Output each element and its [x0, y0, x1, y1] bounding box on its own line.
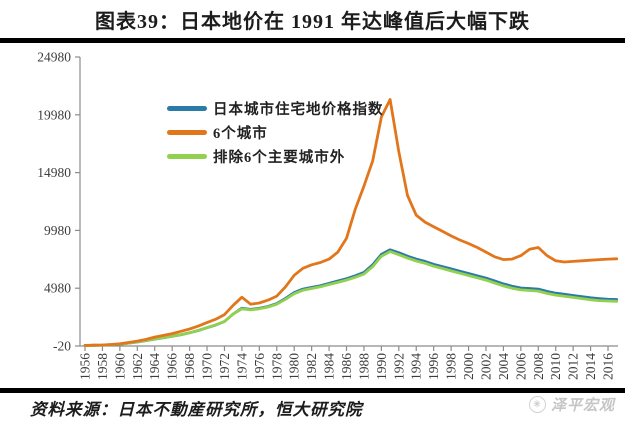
svg-text:1982: 1982: [304, 353, 319, 380]
svg-text:1958: 1958: [95, 353, 110, 380]
svg-text:1970: 1970: [200, 353, 215, 380]
svg-text:4980: 4980: [44, 281, 71, 296]
svg-text:1966: 1966: [165, 353, 180, 380]
svg-text:1976: 1976: [252, 353, 267, 380]
legend-line-swatch-orange: [167, 129, 207, 135]
svg-text:1992: 1992: [391, 353, 406, 380]
svg-text:2004: 2004: [496, 353, 511, 380]
svg-text:19980: 19980: [37, 107, 71, 122]
chart-title: 图表39：日本地价在 1991 年达峰值后大幅下跌: [95, 11, 530, 33]
legend-item-excl-six-cities: 排除6个主要城市外: [167, 144, 384, 168]
legend-label: 6个城市: [213, 125, 268, 142]
svg-text:1980: 1980: [287, 353, 302, 380]
data-source-note: 资料来源：日本不動産研究所，恒大研究院: [30, 400, 363, 419]
svg-text:24980: 24980: [37, 50, 71, 65]
svg-text:1960: 1960: [112, 353, 127, 380]
watermark-text: 泽平宏观: [550, 398, 615, 414]
watermark-logo-icon: ✳: [528, 396, 546, 413]
svg-text:2000: 2000: [461, 353, 476, 380]
svg-text:1974: 1974: [234, 353, 249, 380]
svg-text:1956: 1956: [78, 353, 93, 380]
svg-text:1972: 1972: [217, 353, 232, 380]
svg-text:2014: 2014: [583, 353, 598, 380]
legend-item-six-cities: 6个城市: [167, 120, 384, 144]
legend-line-swatch-blue: [167, 105, 207, 111]
footer-divider-rule: [0, 388, 625, 393]
watermark: ✳ 泽平宏观: [528, 394, 615, 415]
legend-label: 日本城市住宅地价格指数: [213, 101, 384, 118]
svg-text:1968: 1968: [182, 353, 197, 380]
legend-item-residential-index: 日本城市住宅地价格指数: [167, 96, 384, 120]
line-chart: -20 4980 9980 14980 19980 24980 1956 1958 1960 19…: [0, 44, 625, 389]
svg-text:2016: 2016: [601, 353, 616, 380]
svg-text:1988: 1988: [356, 353, 371, 380]
svg-text:9980: 9980: [44, 223, 71, 238]
svg-text:1984: 1984: [322, 353, 337, 380]
svg-text:1990: 1990: [374, 353, 389, 380]
svg-text:2010: 2010: [548, 353, 563, 380]
svg-text:-20: -20: [53, 339, 71, 354]
svg-text:2006: 2006: [513, 353, 528, 380]
legend-label: 排除6个主要城市外: [213, 149, 346, 166]
svg-text:1962: 1962: [130, 353, 145, 380]
legend-line-swatch-green: [167, 153, 207, 159]
svg-text:14980: 14980: [37, 165, 71, 180]
svg-text:1998: 1998: [444, 353, 459, 380]
svg-text:2008: 2008: [531, 353, 546, 380]
svg-text:2012: 2012: [566, 353, 581, 380]
svg-text:2002: 2002: [478, 353, 493, 380]
svg-text:1994: 1994: [409, 353, 424, 380]
svg-text:1978: 1978: [269, 353, 284, 380]
svg-text:1964: 1964: [147, 353, 162, 380]
chart-legend: 日本城市住宅地价格指数 6个城市 排除6个主要城市外: [167, 96, 384, 168]
title-divider-rule: [0, 38, 625, 43]
svg-text:1996: 1996: [426, 353, 441, 380]
svg-text:1986: 1986: [339, 353, 354, 380]
